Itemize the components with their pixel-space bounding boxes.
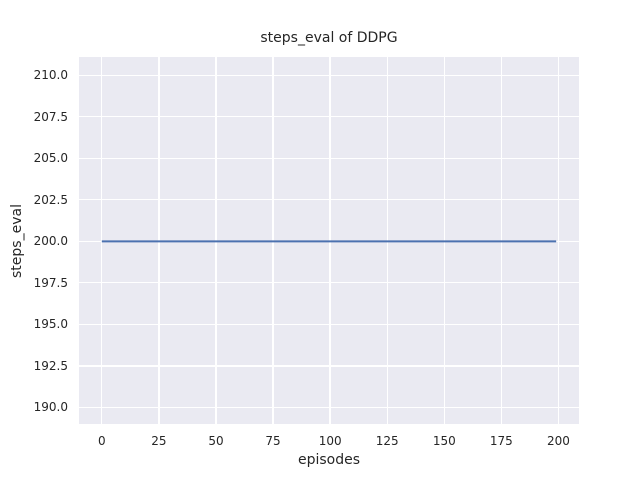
chart-title: steps_eval of DDPG <box>260 30 398 46</box>
y-tick-label: 195.0 <box>33 317 68 332</box>
y-tick-label: 205.0 <box>33 151 68 166</box>
plot-area <box>79 57 579 424</box>
y-tick-label: 200.0 <box>33 234 68 249</box>
x-tick-label: 175 <box>489 434 513 448</box>
gridline-vertical <box>557 57 560 424</box>
x-tick-label: 200 <box>546 434 570 448</box>
x-tick-label: 0 <box>98 434 106 448</box>
y-tick-label: 197.5 <box>33 275 68 290</box>
y-tick-label: 210.0 <box>33 68 68 83</box>
gridline-vertical <box>101 57 103 424</box>
y-tick-label: 207.5 <box>33 109 68 124</box>
gridline-horizontal <box>79 323 579 325</box>
x-tick-label: 150 <box>432 434 456 448</box>
y-tick-label: 190.0 <box>33 400 68 415</box>
x-axis-label: episodes <box>297 452 361 468</box>
y-tick-label: 202.5 <box>33 192 68 207</box>
x-tick-label: 25 <box>151 434 167 448</box>
x-tick-label: 50 <box>208 434 224 448</box>
gridline-horizontal <box>79 406 579 409</box>
y-tick-label: 192.5 <box>33 358 68 373</box>
x-tick-label: 75 <box>265 434 281 448</box>
gridline-horizontal <box>79 116 579 118</box>
gridline-horizontal <box>79 74 579 76</box>
gridline-horizontal <box>79 282 579 284</box>
x-tick-label: 125 <box>375 434 399 448</box>
gridline-horizontal <box>79 365 579 367</box>
gridline-horizontal <box>79 199 579 201</box>
gridline-horizontal <box>79 157 579 159</box>
series-layer <box>101 240 557 243</box>
x-tick-label: 100 <box>318 434 342 448</box>
